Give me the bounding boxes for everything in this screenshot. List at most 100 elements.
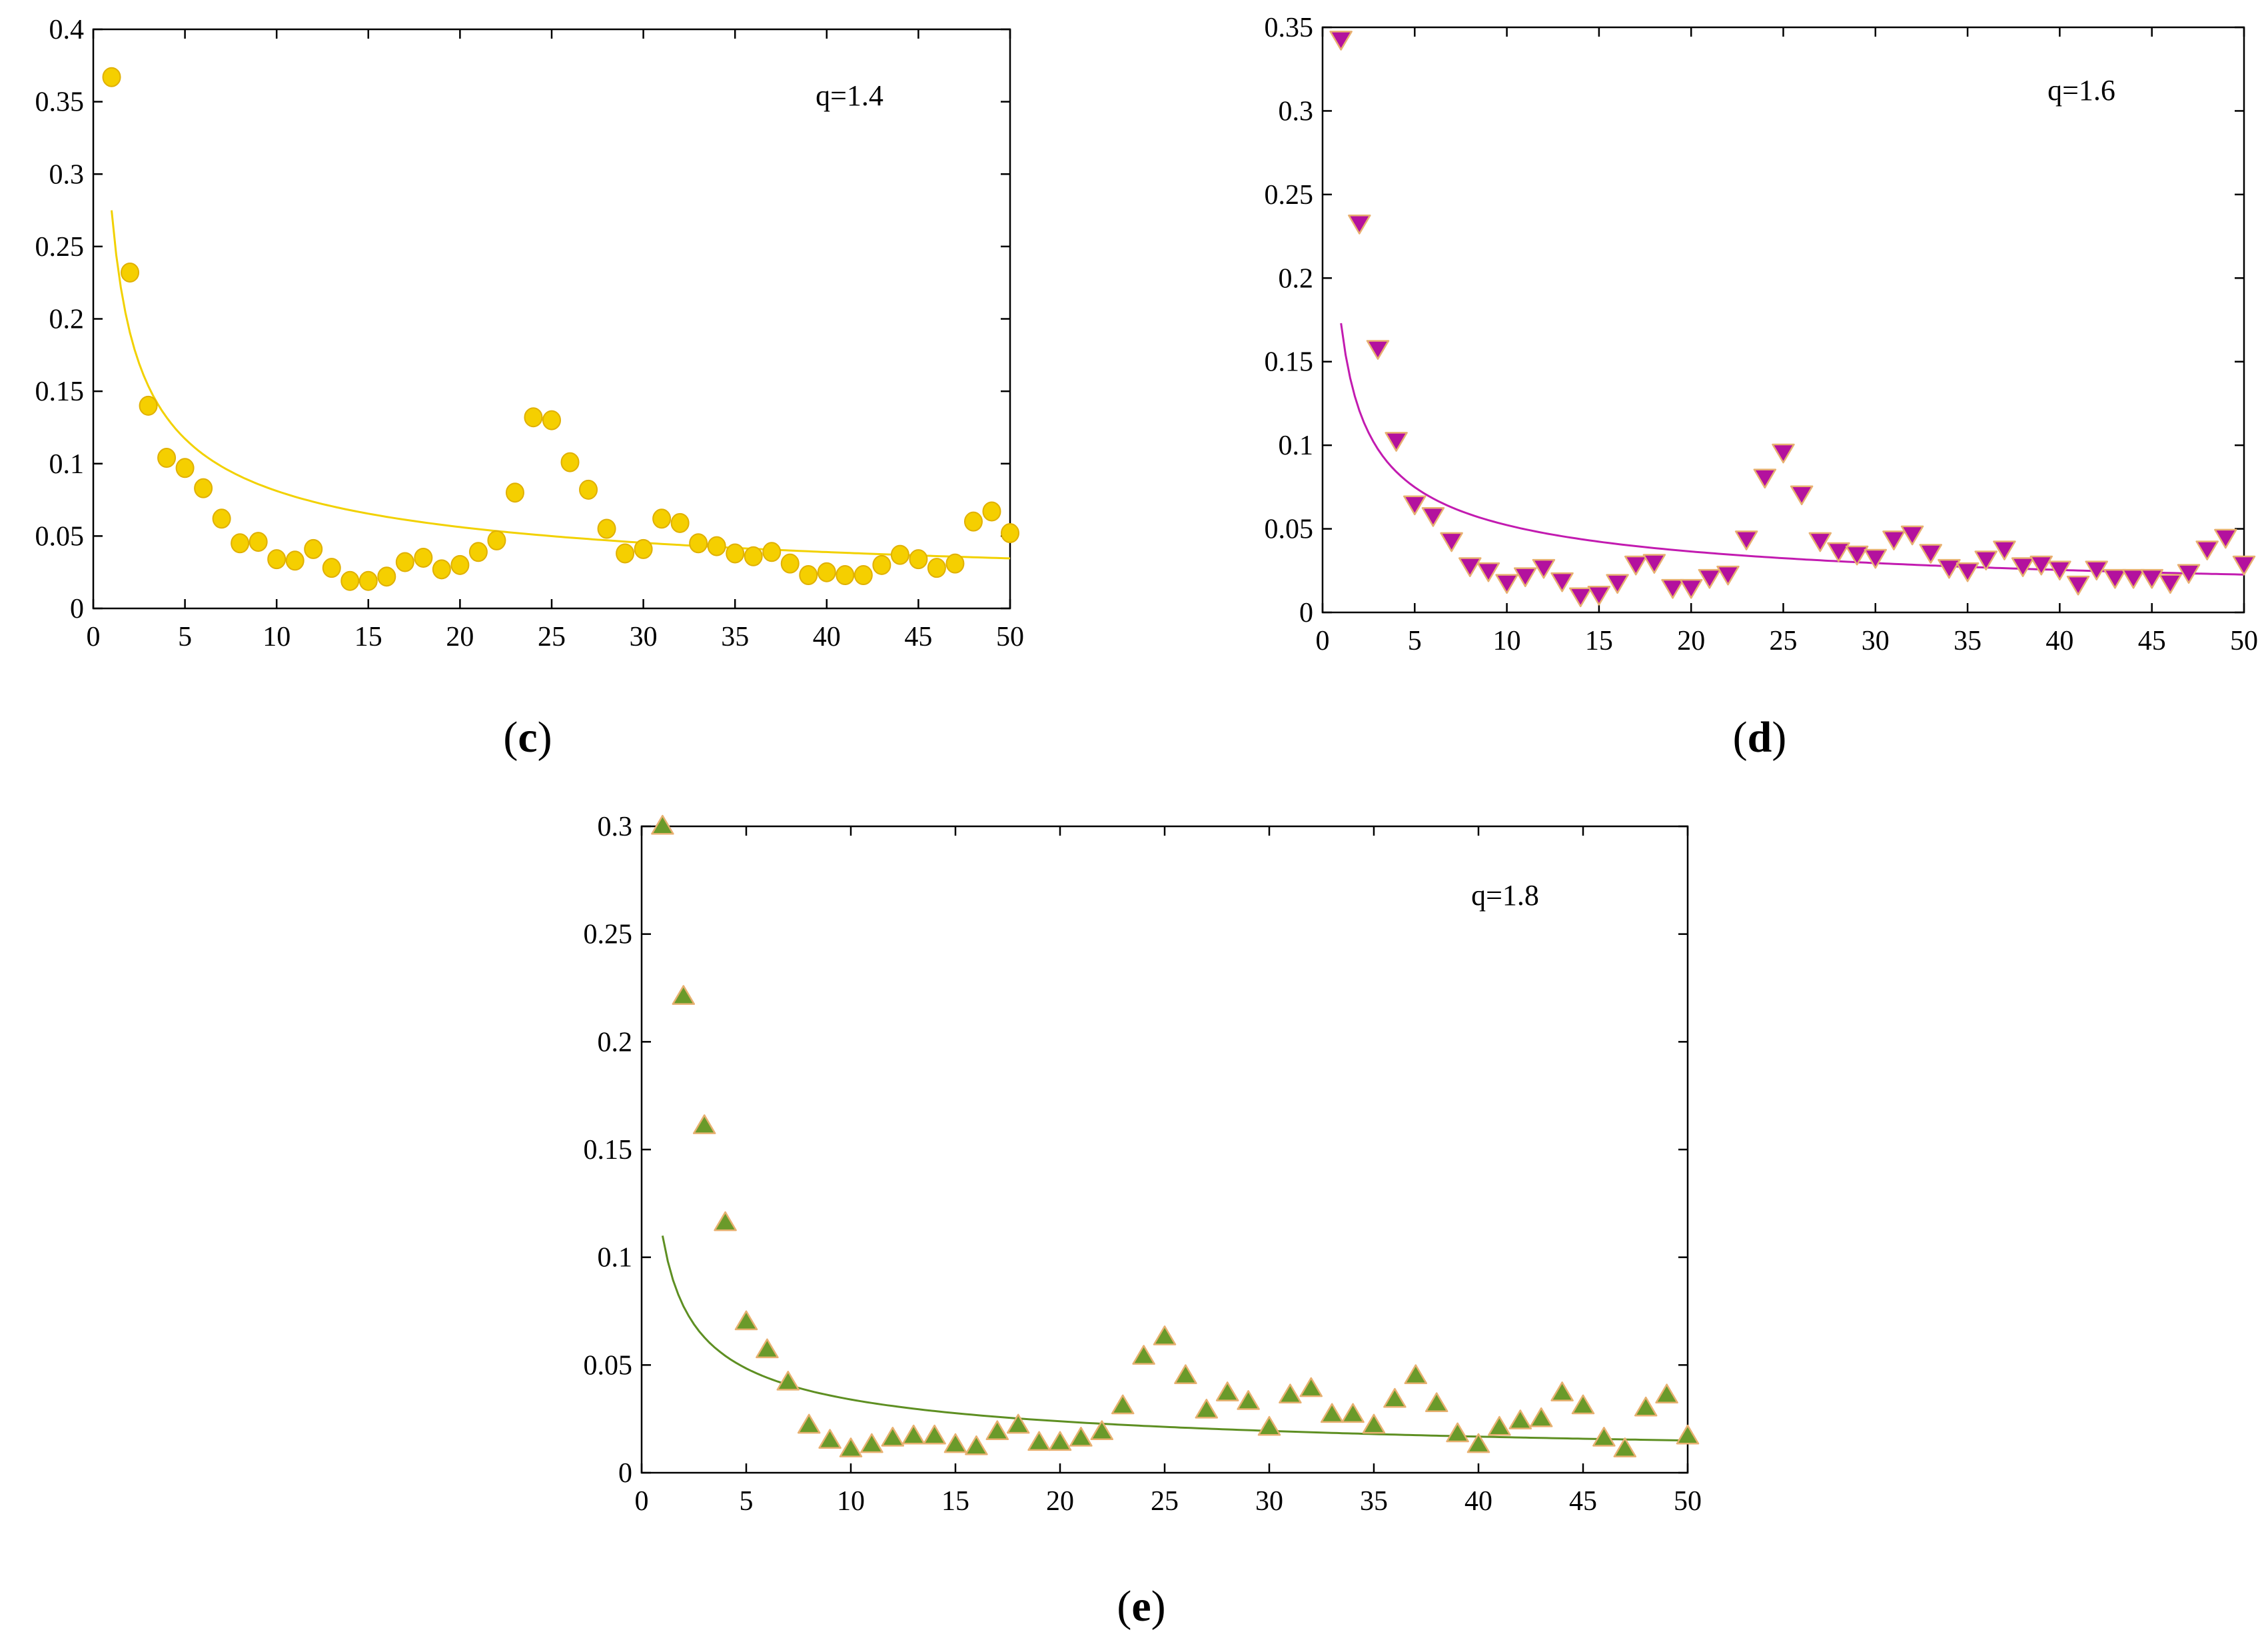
- data-point: [780, 553, 800, 574]
- x-tick-label: 0: [87, 622, 101, 652]
- data-point: [2214, 528, 2237, 549]
- panel-paren-open: (: [1733, 713, 1748, 762]
- data-point: [965, 1435, 988, 1455]
- data-point: [1571, 1394, 1595, 1415]
- data-point: [1882, 530, 1906, 550]
- data-point: [744, 546, 763, 566]
- data-point: [1495, 574, 1518, 594]
- x-tick-label: 50: [996, 622, 1024, 652]
- data-point: [1348, 215, 1371, 235]
- panel-paren-close: ): [1772, 713, 1786, 762]
- data-point: [1195, 1398, 1219, 1419]
- x-tick-label: 10: [1493, 626, 1521, 656]
- data-point: [1508, 1409, 1532, 1429]
- data-point: [1458, 557, 1482, 578]
- data-point: [836, 565, 855, 586]
- data-point: [1661, 578, 1684, 599]
- panel-label: (d): [1733, 713, 1787, 762]
- data-point: [890, 544, 909, 565]
- data-point: [1320, 1403, 1344, 1423]
- data-point: [1488, 1415, 1511, 1436]
- data-point: [505, 482, 524, 503]
- data-point: [267, 549, 286, 570]
- data-point: [799, 565, 818, 586]
- x-tick-label: 45: [904, 622, 932, 652]
- y-tick-label: 0.4: [49, 15, 85, 45]
- data-point: [726, 543, 745, 564]
- x-tick-label: 45: [1569, 1486, 1597, 1517]
- x-tick-label: 5: [740, 1486, 754, 1517]
- data-point: [1001, 523, 1019, 544]
- data-point: [860, 1433, 883, 1453]
- y-tick-label: 0.3: [1279, 96, 1314, 127]
- data-point: [1974, 550, 1998, 570]
- data-point: [901, 1424, 925, 1445]
- data-point: [1476, 562, 1500, 582]
- data-point: [2048, 560, 2071, 581]
- data-point: [1362, 1413, 1386, 1434]
- data-point: [1366, 340, 1390, 360]
- data-point: [2066, 575, 2090, 596]
- plot-frame: [92, 28, 1011, 610]
- data-point: [1679, 578, 1703, 599]
- x-tick-label: 35: [1360, 1486, 1388, 1517]
- data-point: [943, 1433, 967, 1453]
- data-point: [2140, 568, 2163, 589]
- data-point: [1532, 558, 1556, 579]
- x-tick-label: 0: [1316, 626, 1330, 656]
- y-tick-label: 0.05: [584, 1350, 633, 1381]
- plot-frame: [640, 825, 1689, 1474]
- data-point: [1006, 1413, 1030, 1434]
- panel-letter: e: [1131, 1582, 1151, 1631]
- data-point: [450, 554, 470, 575]
- y-tick-label: 0.1: [1279, 430, 1314, 461]
- data-point: [1592, 1427, 1616, 1447]
- panel-label: (e): [1117, 1582, 1165, 1631]
- x-tick-label: 30: [1862, 626, 1890, 656]
- chart-panel-d: 0 5 10 15 20 25 30 35 40 45 50 0 0.05 0.1 0.15 0.2 0.25 0…: [1265, 13, 2259, 762]
- data-point: [707, 536, 726, 556]
- data-point: [1772, 443, 1795, 464]
- data-point: [1634, 1396, 1658, 1417]
- data-point: [322, 558, 341, 578]
- y-tick-label: 0.3: [598, 812, 633, 842]
- data-point: [818, 1429, 842, 1449]
- y-tick-label: 0.2: [1279, 263, 1314, 294]
- data-point: [1514, 567, 1537, 588]
- x-tick-label: 20: [1677, 626, 1705, 656]
- data-point: [1279, 1383, 1302, 1404]
- x-tick-label: 15: [941, 1486, 969, 1517]
- data-point: [909, 549, 928, 570]
- x-tick-label: 50: [1674, 1486, 1702, 1517]
- y-tick-label: 0.1: [49, 449, 85, 480]
- data-point: [1864, 548, 1888, 569]
- data-point: [1403, 495, 1426, 516]
- y-tick-label: 0.2: [598, 1027, 633, 1058]
- x-tick-label: 20: [446, 622, 474, 652]
- data-point: [1676, 1424, 1700, 1445]
- q-annotation: q=1.8: [1471, 879, 1539, 912]
- x-tick-label: 30: [1255, 1486, 1283, 1517]
- data-point: [1446, 1422, 1469, 1443]
- data-point: [927, 558, 946, 578]
- y-tick-label: 0.25: [35, 232, 85, 263]
- data-point: [734, 1310, 758, 1331]
- data-point: [776, 1370, 800, 1391]
- y-tick-label: 0.35: [35, 87, 85, 118]
- data-point: [1655, 1383, 1678, 1404]
- x-tick-label: 40: [1464, 1486, 1492, 1517]
- data-point: [670, 512, 690, 533]
- data-point: [714, 1211, 737, 1232]
- x-tick-label: 25: [538, 622, 566, 652]
- data-point: [414, 547, 433, 568]
- data-point: [1993, 540, 2016, 560]
- data-point: [839, 1437, 863, 1457]
- data-point: [1938, 558, 1961, 579]
- data-point: [881, 1427, 905, 1447]
- x-tick-label: 0: [635, 1486, 649, 1517]
- data-point: [1132, 1345, 1155, 1365]
- data-point: [762, 542, 782, 562]
- data-point: [1587, 585, 1611, 606]
- data-point: [651, 814, 674, 835]
- x-tick-label: 25: [1151, 1486, 1179, 1517]
